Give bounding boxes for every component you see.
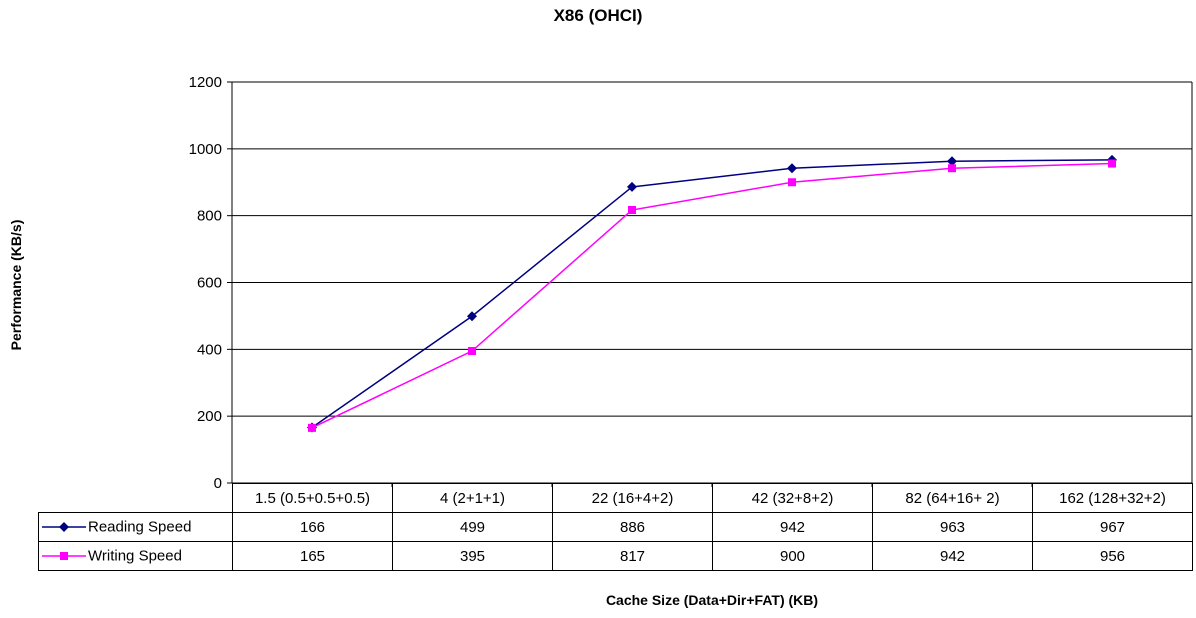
chart-title: X86 (OHCI) <box>553 6 643 25</box>
data-point-writing <box>628 205 636 214</box>
x-tick-label: 1.5 (0.5+0.5+0.5) <box>232 483 393 513</box>
data-point-writing <box>948 164 956 173</box>
table-row: Reading Speed 166 499 886 942 963 967 <box>38 512 1193 542</box>
series-line-writing-speed <box>311 162 1113 429</box>
data-point-reading <box>467 311 477 322</box>
data-point-writing <box>468 347 476 356</box>
legend-entry: Reading Speed <box>38 512 233 542</box>
data-label: 886 <box>552 512 713 542</box>
data-table: 1.5 (0.5+0.5+0.5) 4 (2+1+1) 22 (16+4+2) 42 … <box>38 483 1193 571</box>
table-row: Writing Speed 165 395 817 900 942 956 <box>38 541 1193 571</box>
x-tick-label: 42 (32+8+2) <box>712 483 873 513</box>
table-corner <box>38 483 233 513</box>
data-label: 963 <box>872 512 1033 542</box>
y-tick-label: 1200 <box>189 74 222 91</box>
legend-key <box>42 552 86 561</box>
data-label: 499 <box>392 512 553 542</box>
legend-label: Writing Speed <box>88 547 182 565</box>
data-label: 967 <box>1032 512 1193 542</box>
data-label: 395 <box>392 541 553 571</box>
data-label: 166 <box>232 512 393 542</box>
data-label: 817 <box>552 541 713 571</box>
data-label: 956 <box>1032 541 1193 571</box>
data-point-reading <box>947 156 957 167</box>
data-point-reading <box>627 181 637 192</box>
data-point-writing <box>788 178 796 187</box>
x-tick-label: 82 (64+16+ 2) <box>872 483 1033 513</box>
series-line-reading-speed <box>311 159 1113 429</box>
legend-label: Reading Speed <box>88 518 192 536</box>
y-tick-label: 200 <box>197 408 222 425</box>
data-point-reading <box>787 163 797 174</box>
legend-key <box>42 522 86 533</box>
y-tick-label: 400 <box>197 341 222 358</box>
x-axis-title: Cache Size (Data+Dir+FAT) (KB) <box>605 592 819 608</box>
x-tick-label: 4 (2+1+1) <box>392 483 553 513</box>
data-point-writing <box>308 423 316 432</box>
data-label: 165 <box>232 541 393 571</box>
x-tick-label: 162 (128+32+2) <box>1032 483 1193 513</box>
y-tick-label: 800 <box>197 208 222 225</box>
y-tick-label: 1000 <box>189 141 222 158</box>
data-label: 942 <box>872 541 1033 571</box>
legend-entry: Writing Speed <box>38 541 233 571</box>
data-label: 942 <box>712 512 873 542</box>
data-point-writing <box>1108 159 1116 168</box>
x-tick-label: 22 (16+4+2) <box>552 483 713 513</box>
y-tick-label: 600 <box>197 275 222 292</box>
data-label: 900 <box>712 541 873 571</box>
